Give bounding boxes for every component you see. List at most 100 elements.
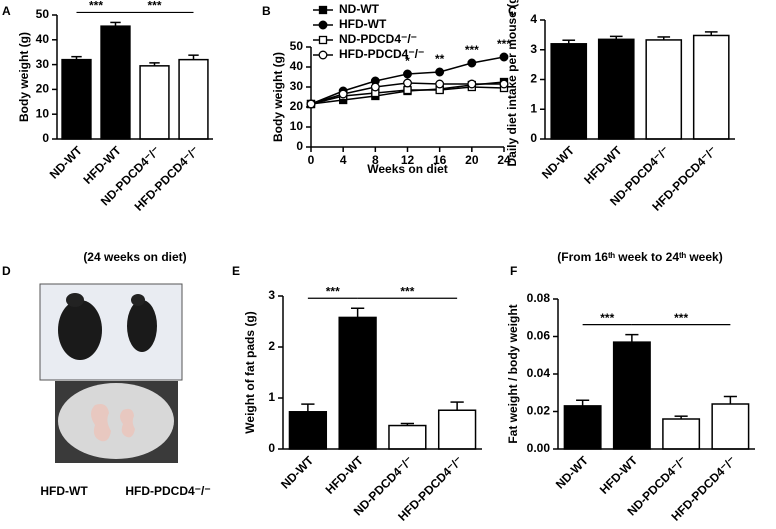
bar (61, 58, 92, 140)
x-tick-label: ND-WT (539, 143, 578, 182)
y-axis-title: Body weight (g) (17, 32, 31, 122)
marker (403, 85, 412, 95)
marker (338, 89, 348, 99)
y-tick-label: 0 (296, 139, 303, 153)
x-tick-label: 24 (497, 153, 511, 167)
significance-label: *** (400, 284, 414, 298)
legend-label: HFD-PDCD4⁻/⁻ (339, 47, 424, 61)
marker (403, 69, 412, 79)
significance-label: *** (600, 311, 614, 325)
x-tick-label: HFD-WT (323, 453, 367, 497)
significance-label: *** (674, 311, 688, 325)
y-tick-label: 20 (36, 82, 50, 96)
panel-letter: E (232, 264, 240, 278)
bar (711, 403, 750, 450)
y-tick-label: 20 (290, 99, 304, 113)
significance-label: *** (465, 43, 479, 57)
bar (388, 424, 427, 450)
y-tick-label: 2 (530, 72, 537, 86)
bar (550, 43, 588, 140)
panel-letter: F (510, 264, 517, 278)
x-axis-title: (24 weeks on diet) (83, 250, 186, 264)
image-label: HFD-PDCD4⁻/⁻ (125, 484, 210, 498)
y-tick-label: 0.00 (527, 441, 551, 455)
y-tick-label: 0 (42, 131, 49, 145)
significance-label: *** (147, 0, 161, 13)
x-tick-label: 0 (308, 153, 315, 167)
y-tick-label: 0.04 (527, 366, 551, 380)
x-tick-label: 20 (465, 153, 479, 167)
marker (306, 99, 316, 109)
legend-marker (318, 50, 328, 60)
marker (435, 79, 445, 89)
legend-marker (318, 20, 328, 30)
mouse (58, 300, 102, 360)
bar (563, 405, 602, 450)
significance-label: * (405, 54, 410, 68)
y-tick-label: 50 (290, 39, 304, 53)
y-tick-label: 1 (530, 101, 537, 115)
y-tick-label: 10 (36, 106, 50, 120)
significance-label: *** (89, 0, 103, 13)
mouse-ear (66, 293, 84, 307)
y-tick-label: 0.02 (527, 404, 551, 418)
marker (499, 52, 509, 62)
x-tick-label: ND-WT (278, 453, 317, 492)
x-tick-label: ND-WT (47, 143, 86, 182)
y-tick-label: 40 (290, 59, 304, 73)
panel-letter: D (2, 264, 11, 278)
x-tick-label: 16 (433, 153, 447, 167)
legend-label: ND-WT (339, 2, 380, 16)
fat-pad (120, 408, 135, 438)
image-label: HFD-WT (40, 484, 88, 498)
bar (662, 418, 701, 450)
bar (437, 409, 477, 450)
x-axis-title: (From 16ᵗʰ week to 24ᵗʰ week) (557, 250, 722, 264)
y-axis-title: Daily diet intake per mouse (g) (505, 0, 519, 167)
y-tick-label: 0 (530, 131, 537, 145)
significance-label: *** (497, 37, 511, 51)
bar (612, 341, 651, 450)
y-tick-label: 3 (530, 42, 537, 56)
x-tick-label: 12 (401, 153, 415, 167)
x-tick-label: 4 (340, 153, 347, 167)
y-axis-title: Weight of fat pads (g) (243, 311, 257, 433)
y-tick-label: 0.08 (527, 291, 551, 305)
y-tick-label: 50 (36, 7, 50, 21)
marker (499, 79, 509, 89)
y-tick-label: 1 (268, 390, 275, 404)
bar (692, 34, 730, 140)
legend-label: ND-PDCD4⁻/⁻ (339, 32, 417, 46)
mouse (127, 300, 157, 352)
x-tick-label: ND-WT (553, 453, 592, 492)
y-axis-title: Body weight (g) (271, 52, 285, 142)
marker (435, 67, 445, 77)
y-tick-label: 30 (290, 79, 304, 93)
bar (645, 39, 683, 140)
significance-label: *** (326, 284, 340, 298)
panel-letter: C (508, 4, 517, 18)
mouse-ear (131, 294, 145, 306)
marker (370, 82, 380, 92)
y-tick-label: 0 (268, 441, 275, 455)
x-tick-label: HFD-WT (581, 143, 625, 187)
marker (467, 79, 477, 89)
bar (100, 25, 131, 140)
y-tick-label: 3 (268, 288, 275, 302)
y-tick-label: 10 (290, 119, 304, 133)
panel-letter: A (2, 4, 11, 18)
bar (597, 38, 635, 140)
marker (467, 58, 477, 68)
dish (58, 383, 174, 459)
y-tick-label: 4 (530, 12, 537, 26)
bar (288, 411, 328, 450)
y-tick-label: 40 (36, 32, 50, 46)
y-tick-label: 0.06 (527, 329, 551, 343)
x-tick-label: HFD-WT (597, 453, 641, 497)
bar (139, 65, 170, 140)
y-axis-title: Fat weight / body weight (506, 304, 520, 443)
y-tick-label: 30 (36, 57, 50, 71)
panel-letter: B (262, 4, 271, 18)
marker (403, 78, 412, 88)
